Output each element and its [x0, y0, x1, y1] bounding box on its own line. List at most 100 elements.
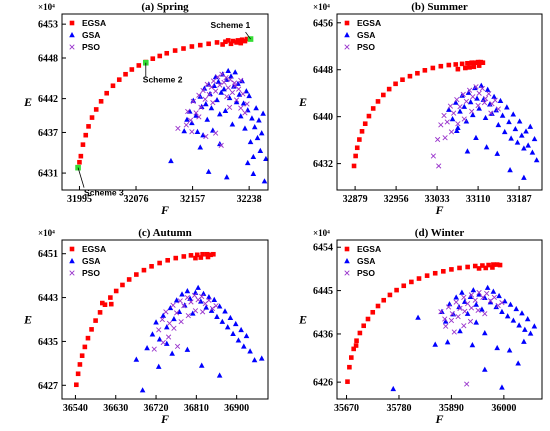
gsa-point [519, 310, 525, 316]
egsa-point [136, 63, 142, 68]
egsa-point [134, 272, 139, 277]
egsa-point [491, 262, 496, 267]
egsa-point [98, 99, 104, 104]
gsa-point [533, 157, 540, 163]
pso-point [190, 98, 196, 104]
pso-point [482, 95, 489, 102]
y-tick-label: 6436 [313, 329, 333, 340]
legend: EGSA GSA PSO [69, 244, 106, 278]
pso-point [193, 110, 199, 116]
egsa-point [469, 60, 475, 65]
egsa-point [78, 153, 84, 159]
egsa-point [354, 338, 359, 343]
gsa-point [523, 128, 529, 134]
egsa-point [393, 81, 398, 87]
legend-label-egsa: EGSA [357, 18, 381, 28]
legend-marker-gsa [69, 32, 75, 38]
y-multiplier: ×10⁴ [38, 228, 55, 238]
pso-point [442, 316, 448, 322]
x-tick-label: 36900 [224, 403, 249, 414]
gsa-point [197, 144, 204, 150]
gsa-point [507, 167, 513, 173]
gsa-point [153, 319, 159, 325]
gsa-point [432, 341, 439, 347]
egsa-point [362, 121, 368, 127]
series-pso [438, 289, 505, 387]
gsa-point [204, 116, 211, 122]
egsa-point [353, 343, 359, 348]
egsa-point [370, 106, 376, 111]
gsa-point [491, 93, 497, 99]
pso-point [244, 101, 250, 107]
egsa-point [126, 277, 132, 282]
series-gsa [168, 67, 269, 184]
pso-point [221, 79, 227, 85]
egsa-point [472, 263, 478, 269]
pso-point [200, 87, 206, 94]
gsa-point [459, 289, 465, 295]
egsa-point [93, 107, 99, 112]
gsa-point [250, 153, 257, 160]
series-egsa [75, 36, 250, 170]
pso-point [213, 303, 219, 309]
pso-point [495, 302, 501, 309]
gsa-point [487, 299, 494, 305]
x-tick-label: 36630 [103, 403, 128, 414]
legend-marker-egsa [344, 246, 350, 252]
egsa-point [244, 36, 250, 42]
gsa-point [247, 138, 254, 145]
legend-label-gsa: GSA [82, 256, 100, 266]
gsa-point [176, 308, 183, 315]
gsa-point [521, 145, 527, 151]
egsa-point [108, 301, 114, 307]
y-tick-label: 6432 [313, 159, 333, 170]
egsa-point [102, 302, 108, 307]
pso-point [462, 308, 468, 314]
gsa-point [465, 89, 472, 95]
egsa-point [181, 46, 186, 51]
egsa-point [80, 142, 86, 147]
pso-point [238, 105, 244, 111]
gsa-point [516, 322, 522, 328]
pso-point [470, 94, 476, 100]
pso-point [461, 294, 467, 300]
gsa-point [169, 350, 175, 356]
gsa-point [476, 105, 482, 111]
gsa-point [481, 294, 488, 301]
gsa-point [184, 346, 191, 352]
gsa-point [205, 168, 212, 174]
gsa-point [222, 107, 229, 113]
gsa-point [230, 330, 236, 336]
gsa-point [525, 142, 531, 148]
gsa-point [473, 301, 480, 307]
gsa-point [243, 332, 250, 339]
gsa-point [198, 362, 205, 368]
gsa-point [155, 363, 162, 369]
egsa-point [465, 264, 470, 270]
egsa-point [211, 251, 216, 257]
egsa-point [172, 48, 178, 53]
egsa-point [400, 77, 405, 83]
pso-point [232, 83, 238, 89]
gsa-point [216, 303, 223, 309]
gsa-point [507, 301, 514, 307]
egsa-point [446, 62, 452, 68]
egsa-point [113, 288, 119, 294]
egsa-point [438, 63, 444, 69]
egsa-point [198, 255, 204, 260]
legend-label-gsa: GSA [357, 30, 375, 40]
gsa-point [246, 92, 252, 99]
gsa-point [506, 118, 512, 125]
gsa-point [513, 305, 520, 312]
gsa-point [227, 314, 234, 321]
egsa-point [238, 40, 244, 46]
egsa-point [432, 270, 438, 276]
egsa-point [149, 264, 154, 269]
gsa-point [263, 155, 269, 162]
pso-point [181, 303, 187, 309]
egsa-point [471, 64, 477, 70]
gsa-point [493, 107, 500, 113]
gsa-point [469, 111, 476, 118]
series-pso [430, 84, 501, 169]
pso-point [218, 142, 224, 148]
